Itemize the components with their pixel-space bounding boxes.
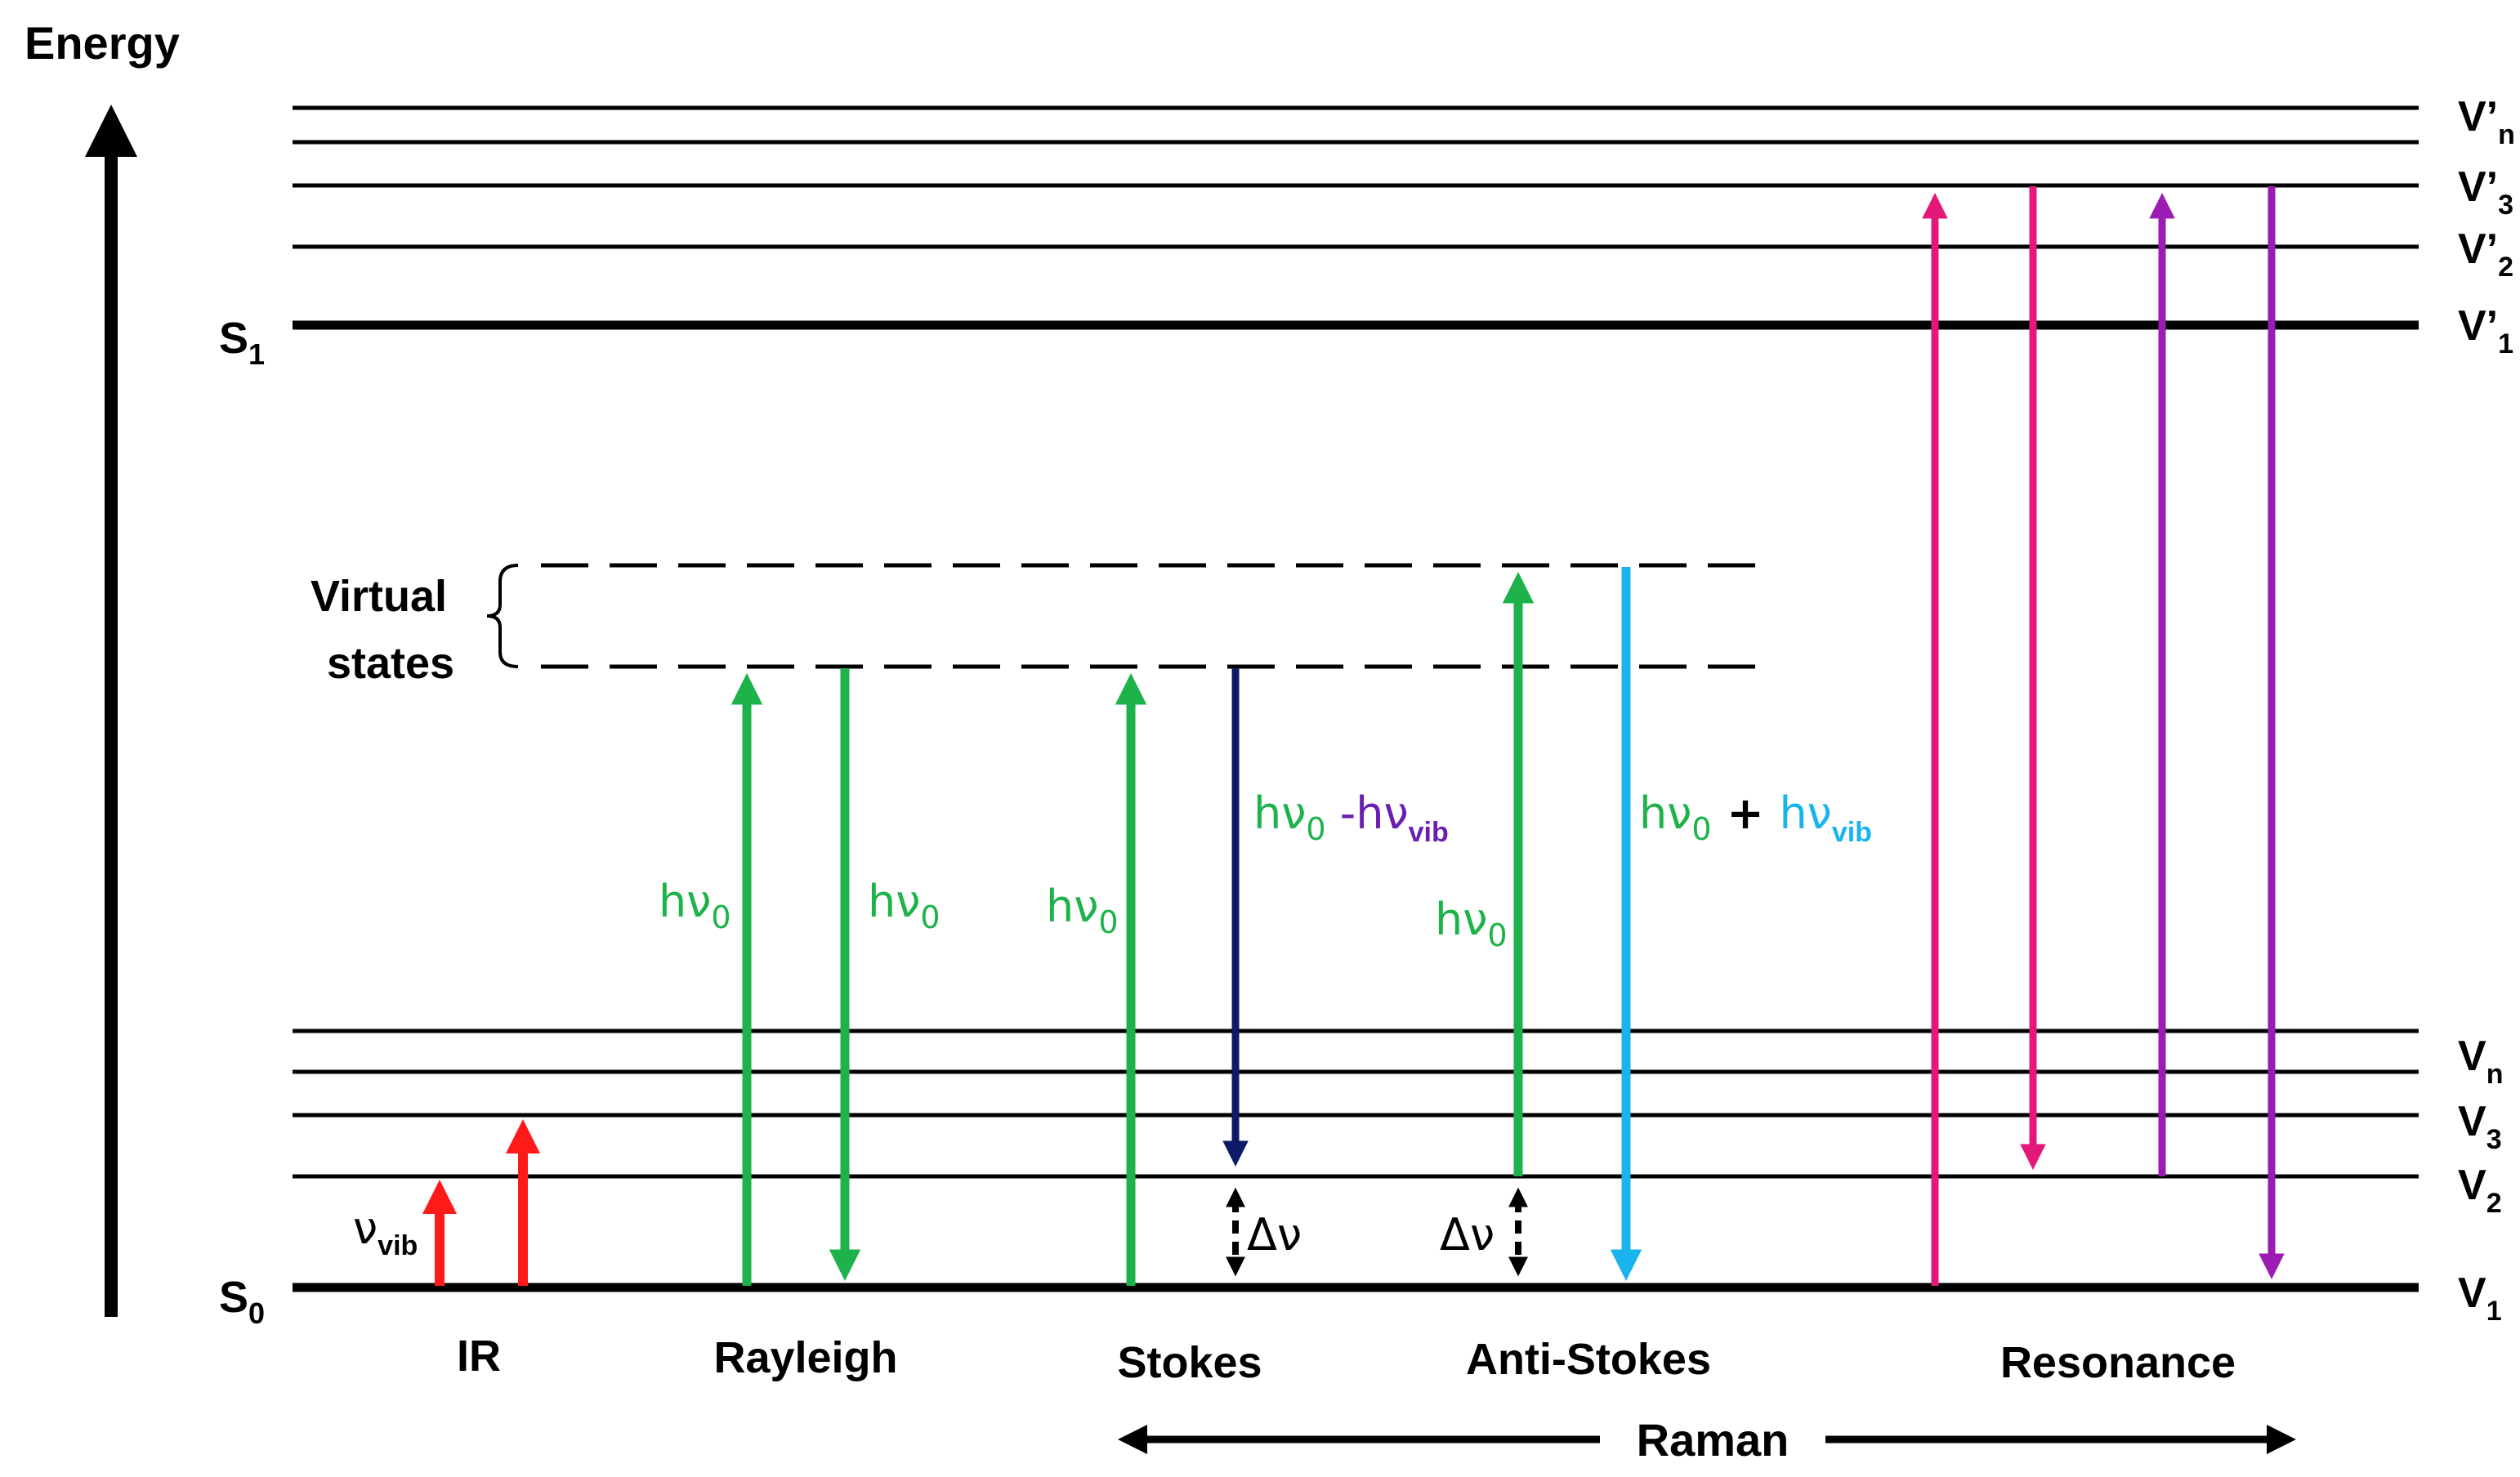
- excited-level-label-v2: V’2: [2458, 225, 2513, 283]
- virtual-states-brace: [486, 564, 519, 668]
- s1-label: S1: [219, 314, 265, 371]
- excited-level-label-vn: V’n: [2458, 93, 2515, 150]
- stokes-hnu0-up: hν0: [1046, 881, 1119, 940]
- antistokes-hnu0-up: hν0: [1435, 894, 1508, 953]
- ground-level-label-v2: V2: [2458, 1162, 2502, 1219]
- energy-axis-label: Energy: [25, 17, 180, 69]
- rayleigh-hnu0-down: hν0: [868, 876, 941, 935]
- ground-level-label-v3: V3: [2458, 1098, 2502, 1155]
- ir-nu-vib-label: νvib: [353, 1203, 418, 1261]
- virtual-states-label-line1: Virtual: [311, 572, 447, 621]
- category-resonance: Resonance: [2000, 1338, 2236, 1387]
- antistokes-delta-nu-label: Δν: [1440, 1209, 1495, 1261]
- ground-level-label-vn: Vn: [2458, 1033, 2503, 1090]
- category-ir: IR: [457, 1332, 501, 1381]
- category-rayleigh: Rayleigh: [713, 1333, 897, 1382]
- excited-level-label-v3: V’3: [2458, 163, 2513, 221]
- ground-level-label-v1: V1: [2458, 1270, 2502, 1327]
- rayleigh-hnu0-up: hν0: [659, 876, 731, 935]
- antistokes-scattered-label: hν0 + hνvib: [1639, 788, 1872, 848]
- stokes-delta-nu-label: Δν: [1247, 1209, 1302, 1261]
- s0-label: S0: [219, 1273, 265, 1330]
- virtual-states-label-line2: states: [327, 639, 454, 688]
- excited-level-label-v1: V’1: [2458, 302, 2513, 359]
- raman-label: Raman: [1637, 1414, 1789, 1466]
- stokes-scattered-label: hν0 -hνvib: [1253, 788, 1449, 848]
- category-anti-stokes: Anti-Stokes: [1466, 1335, 1711, 1384]
- category-stokes: Stokes: [1117, 1338, 1262, 1387]
